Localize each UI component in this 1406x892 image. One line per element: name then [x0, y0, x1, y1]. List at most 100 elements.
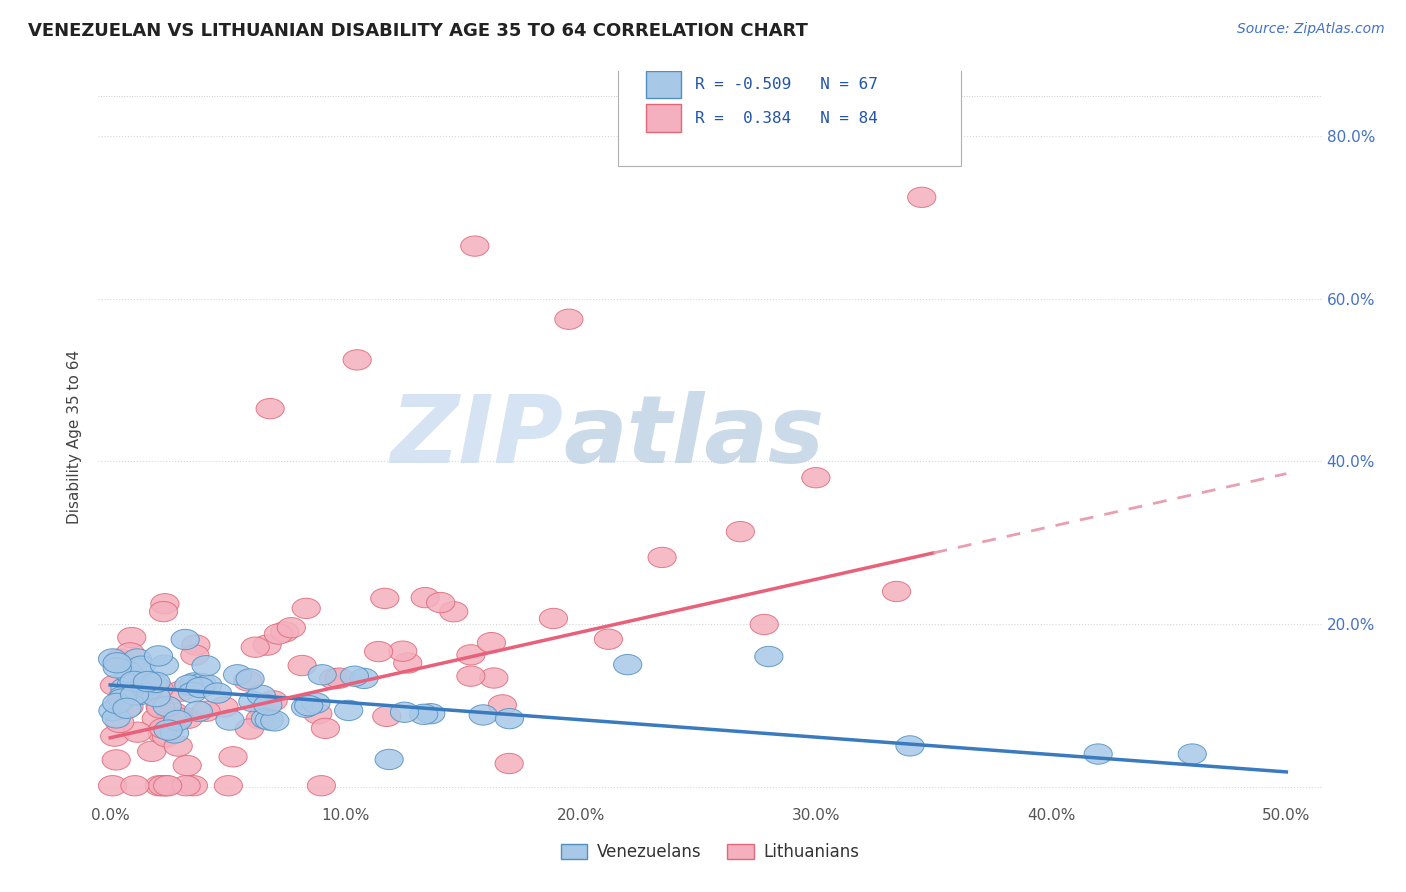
Ellipse shape	[152, 775, 180, 796]
Ellipse shape	[139, 673, 167, 694]
Ellipse shape	[174, 708, 202, 729]
Ellipse shape	[457, 645, 485, 665]
Ellipse shape	[311, 718, 340, 739]
Ellipse shape	[150, 655, 179, 675]
Ellipse shape	[801, 467, 830, 488]
Text: ZIP: ZIP	[391, 391, 564, 483]
Ellipse shape	[142, 708, 170, 729]
Ellipse shape	[256, 399, 284, 419]
Y-axis label: Disability Age 35 to 64: Disability Age 35 to 64	[67, 350, 83, 524]
Ellipse shape	[394, 653, 422, 673]
Ellipse shape	[727, 522, 755, 541]
Ellipse shape	[184, 701, 212, 722]
Ellipse shape	[215, 710, 245, 731]
Ellipse shape	[440, 601, 468, 622]
Text: R = -0.509   N = 67: R = -0.509 N = 67	[696, 77, 879, 92]
Ellipse shape	[461, 235, 489, 256]
Ellipse shape	[108, 686, 136, 706]
Ellipse shape	[288, 656, 316, 675]
Ellipse shape	[291, 697, 319, 717]
Ellipse shape	[253, 695, 283, 715]
Ellipse shape	[343, 350, 371, 370]
Ellipse shape	[235, 719, 263, 739]
Ellipse shape	[239, 691, 267, 712]
Ellipse shape	[179, 682, 207, 703]
Ellipse shape	[153, 775, 181, 796]
Ellipse shape	[319, 668, 347, 689]
Ellipse shape	[426, 592, 454, 613]
Ellipse shape	[125, 684, 153, 705]
Ellipse shape	[373, 706, 401, 726]
Ellipse shape	[250, 701, 278, 722]
Text: Source: ZipAtlas.com: Source: ZipAtlas.com	[1237, 22, 1385, 37]
Ellipse shape	[98, 775, 127, 796]
Ellipse shape	[308, 775, 336, 796]
FancyBboxPatch shape	[619, 64, 960, 167]
Ellipse shape	[173, 756, 201, 776]
Ellipse shape	[111, 678, 139, 698]
Ellipse shape	[125, 678, 153, 698]
Ellipse shape	[124, 648, 152, 669]
Ellipse shape	[124, 722, 152, 742]
Ellipse shape	[335, 700, 363, 721]
Ellipse shape	[479, 668, 508, 688]
Ellipse shape	[896, 736, 924, 756]
Ellipse shape	[118, 673, 146, 694]
Ellipse shape	[148, 723, 177, 744]
Ellipse shape	[134, 672, 162, 691]
Ellipse shape	[411, 588, 439, 607]
Ellipse shape	[457, 666, 485, 686]
Ellipse shape	[1084, 744, 1112, 764]
Ellipse shape	[172, 630, 200, 649]
Ellipse shape	[260, 711, 288, 731]
Ellipse shape	[152, 727, 180, 747]
Ellipse shape	[883, 582, 911, 601]
Ellipse shape	[350, 668, 378, 689]
Ellipse shape	[103, 693, 131, 714]
Ellipse shape	[488, 695, 516, 715]
Ellipse shape	[236, 669, 264, 690]
Ellipse shape	[103, 749, 131, 770]
Ellipse shape	[138, 741, 166, 762]
Ellipse shape	[146, 696, 174, 716]
Ellipse shape	[145, 775, 173, 796]
Ellipse shape	[187, 673, 215, 694]
Ellipse shape	[181, 635, 209, 656]
Ellipse shape	[112, 698, 141, 718]
Ellipse shape	[295, 696, 323, 715]
Ellipse shape	[219, 747, 247, 767]
Ellipse shape	[100, 675, 128, 696]
Ellipse shape	[613, 655, 641, 674]
Ellipse shape	[155, 720, 183, 740]
Ellipse shape	[253, 635, 281, 656]
Ellipse shape	[470, 705, 498, 725]
Ellipse shape	[149, 718, 177, 739]
Ellipse shape	[135, 679, 163, 699]
Ellipse shape	[648, 548, 676, 567]
Ellipse shape	[118, 627, 146, 648]
Ellipse shape	[160, 723, 188, 743]
Legend: Venezuelans, Lithuanians: Venezuelans, Lithuanians	[554, 837, 866, 868]
Ellipse shape	[149, 601, 177, 622]
Ellipse shape	[108, 689, 136, 709]
Ellipse shape	[364, 641, 392, 662]
FancyBboxPatch shape	[647, 104, 681, 132]
Text: atlas: atlas	[564, 391, 824, 483]
Ellipse shape	[595, 629, 623, 649]
Ellipse shape	[156, 716, 184, 737]
Ellipse shape	[391, 702, 419, 723]
Ellipse shape	[120, 671, 148, 691]
Ellipse shape	[340, 666, 368, 686]
Ellipse shape	[163, 710, 191, 731]
Ellipse shape	[388, 641, 416, 661]
Ellipse shape	[105, 693, 134, 714]
Ellipse shape	[121, 775, 149, 796]
Ellipse shape	[172, 775, 200, 796]
Ellipse shape	[186, 677, 215, 698]
Ellipse shape	[160, 703, 188, 723]
Ellipse shape	[181, 645, 209, 665]
Ellipse shape	[751, 615, 779, 634]
Ellipse shape	[117, 643, 145, 663]
Ellipse shape	[98, 648, 127, 669]
Ellipse shape	[259, 690, 287, 711]
